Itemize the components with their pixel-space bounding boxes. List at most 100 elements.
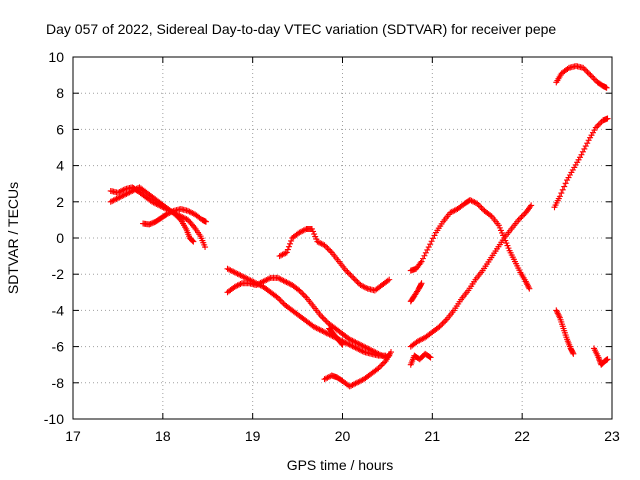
- series-7: [321, 349, 395, 390]
- y-tick-label: 8: [56, 85, 64, 101]
- data-point: [428, 238, 435, 245]
- data-point: [417, 259, 424, 266]
- data-point: [425, 244, 432, 251]
- data-point: [238, 273, 245, 280]
- data-point: [427, 354, 434, 361]
- data-point: [182, 215, 189, 222]
- data-point: [254, 281, 261, 288]
- data-point: [365, 345, 372, 352]
- data-point: [469, 198, 476, 205]
- data-point: [474, 200, 481, 207]
- data-point: [284, 279, 291, 286]
- data-point: [297, 228, 304, 235]
- data-point: [581, 66, 588, 73]
- data-point: [450, 208, 457, 215]
- data-point: [237, 272, 244, 279]
- data-point: [592, 124, 599, 131]
- data-point: [320, 328, 327, 335]
- data-point: [231, 269, 238, 276]
- data-point: [519, 212, 526, 219]
- data-point: [345, 270, 352, 277]
- data-point: [361, 284, 368, 291]
- data-point: [349, 381, 356, 388]
- data-point: [524, 281, 531, 288]
- data-point: [477, 203, 484, 210]
- data-point: [285, 243, 292, 250]
- data-point: [604, 356, 611, 363]
- data-point: [277, 276, 284, 283]
- y-axis-label: SDTVAR / TECUs: [5, 182, 21, 294]
- data-point: [422, 249, 429, 256]
- data-point: [321, 242, 328, 249]
- data-point: [556, 313, 563, 320]
- y-tick-label: 6: [56, 121, 64, 137]
- data-point: [263, 276, 270, 283]
- data-point: [351, 276, 358, 283]
- data-point: [202, 244, 209, 251]
- data-point: [417, 336, 424, 343]
- data-point: [346, 341, 353, 348]
- series-9: [407, 196, 533, 292]
- data-point: [315, 325, 322, 332]
- data-point: [339, 341, 346, 348]
- data-point: [166, 210, 173, 217]
- data-point: [349, 343, 356, 350]
- data-point: [324, 374, 331, 381]
- data-point: [227, 267, 234, 274]
- data-point: [279, 251, 286, 258]
- data-point: [358, 377, 365, 384]
- data-point: [447, 209, 454, 216]
- data-point: [233, 283, 240, 290]
- data-point: [312, 324, 319, 331]
- data-point: [359, 342, 366, 349]
- data-point: [276, 296, 283, 303]
- data-point: [437, 322, 444, 329]
- data-point: [384, 277, 391, 284]
- data-point: [117, 193, 124, 200]
- data-point: [317, 240, 324, 247]
- data-point: [419, 335, 426, 342]
- data-point: [570, 350, 577, 357]
- data-point: [237, 280, 244, 287]
- data-point: [580, 64, 587, 71]
- data-point: [376, 363, 383, 370]
- data-point: [280, 250, 287, 257]
- data-point: [274, 294, 281, 301]
- data-point: [517, 215, 524, 222]
- data-point: [526, 285, 533, 292]
- data-point: [107, 198, 114, 205]
- data-point: [475, 202, 482, 209]
- data-point: [349, 337, 356, 344]
- data-point: [109, 198, 116, 205]
- data-point: [114, 195, 121, 202]
- data-point: [163, 211, 170, 218]
- data-point: [348, 342, 355, 349]
- data-point: [363, 284, 370, 291]
- data-point: [561, 183, 568, 190]
- data-point: [190, 222, 197, 229]
- data-point: [113, 195, 120, 202]
- data-point: [372, 349, 379, 356]
- series-15: [553, 307, 577, 357]
- data-point: [122, 191, 129, 198]
- data-point: [324, 245, 331, 252]
- data-point: [373, 350, 380, 357]
- data-point: [554, 308, 561, 315]
- data-point: [418, 258, 425, 265]
- data-point: [350, 274, 357, 281]
- data-points: [107, 63, 611, 390]
- data-point: [584, 69, 591, 76]
- data-point: [274, 274, 281, 281]
- data-point: [282, 278, 289, 285]
- data-point: [448, 208, 455, 215]
- data-point: [524, 282, 531, 289]
- data-point: [346, 383, 353, 390]
- data-point: [241, 274, 248, 281]
- data-point: [317, 312, 324, 319]
- data-point: [554, 310, 561, 317]
- data-point: [236, 271, 243, 278]
- data-point: [583, 67, 590, 74]
- data-point: [356, 341, 363, 348]
- series-10: [407, 280, 425, 305]
